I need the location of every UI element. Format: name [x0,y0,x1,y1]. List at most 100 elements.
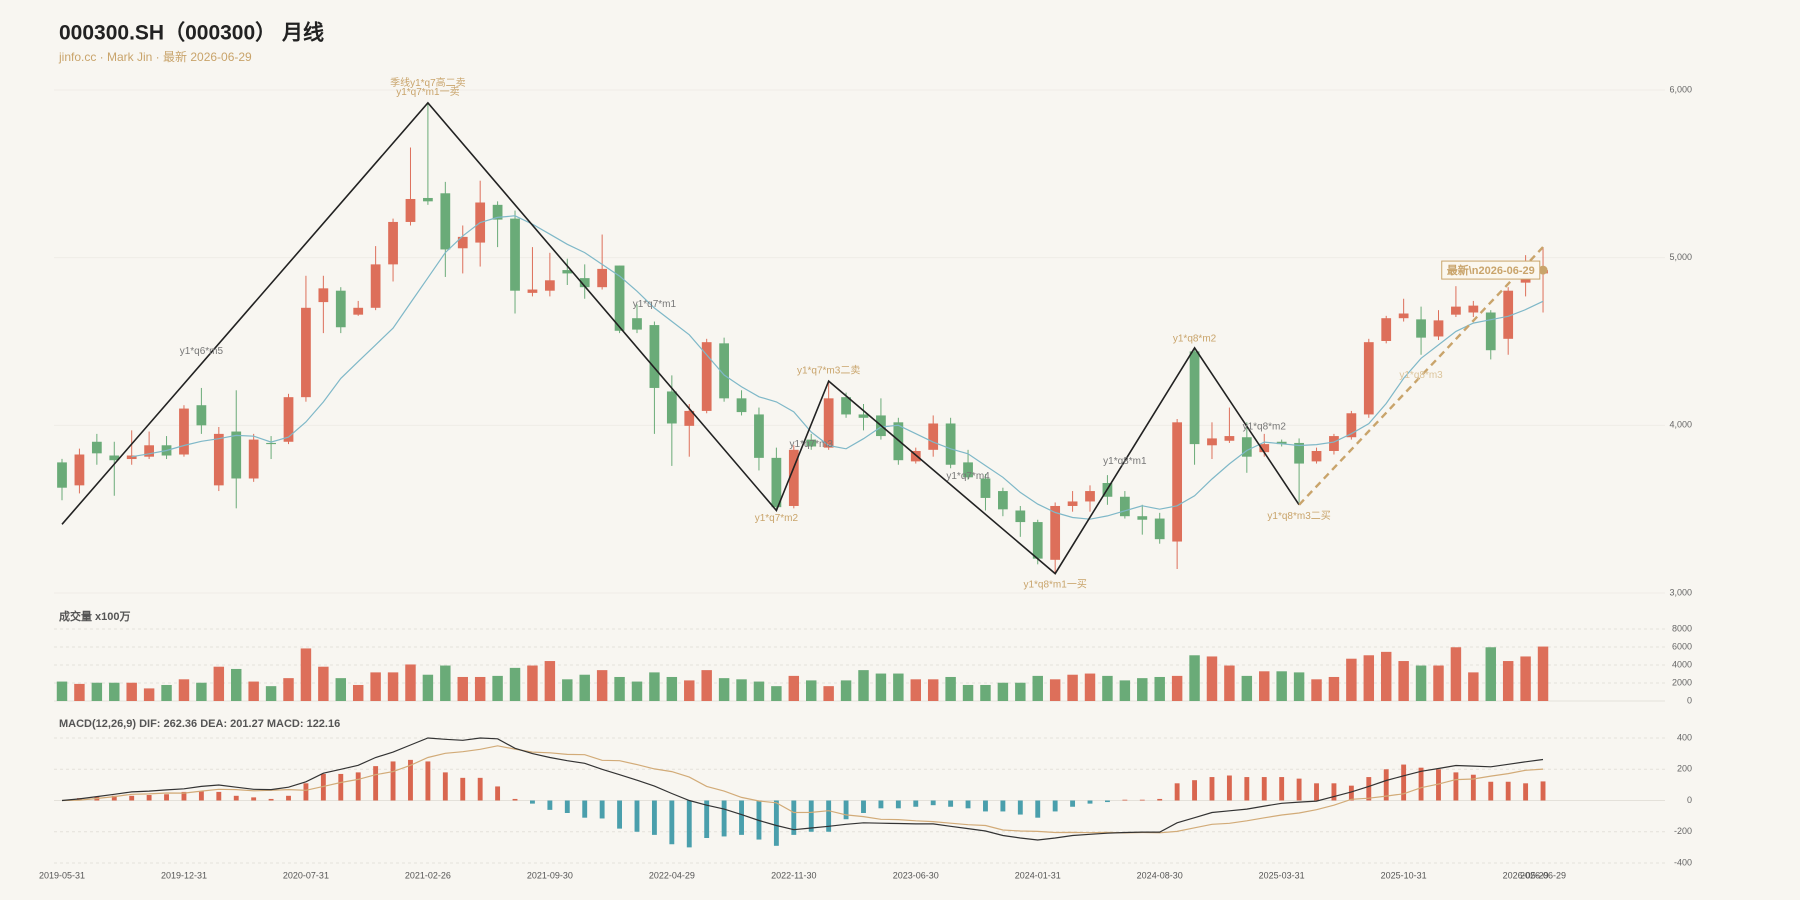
volume-bar [562,679,573,701]
candle-body [1172,422,1183,542]
volume-bar [1259,671,1270,701]
macd-bar [442,772,448,801]
macd-bar [843,800,849,820]
macd-bar [582,800,588,818]
macd-bar [373,766,379,801]
volume-bar [893,673,904,701]
candle-body [1433,320,1444,337]
x-tick-label: 2021-09-30 [527,870,573,880]
macd-bar [669,800,675,845]
macd-bar [564,800,570,813]
macd-bar [1366,777,1372,801]
macd-bar [1000,800,1006,812]
candle-body [527,289,538,293]
candle-body [370,264,381,308]
candle-body [858,414,869,418]
volume-bar [1015,682,1026,701]
annotation: 季线y1*q7高二卖 [390,76,466,89]
x-tick-label: 2026-06-29 [1520,870,1566,880]
candle-body [562,270,573,274]
candle-body [1032,522,1043,559]
volume-bar [1485,647,1496,701]
macd-bar [495,786,501,801]
volume-bar [927,679,939,701]
chart-subtitle: jinfo.cc · Mark Jin · 最新 2026-06-29 [58,49,252,64]
volume-bar [474,676,486,701]
macd-bar [1523,783,1529,801]
volume-bar [1032,675,1043,701]
macd-bar [1070,800,1076,807]
volume-bar [91,682,103,701]
candle-body [213,433,224,486]
volume-bar [1189,655,1200,701]
volume-bar [1398,661,1409,701]
candle-body [1259,444,1270,453]
x-tick-label: 2025-10-31 [1381,870,1427,880]
volume-bar [579,674,590,701]
volume-bar [684,680,695,701]
volume-bar [1468,672,1479,701]
macd-bar [198,791,204,801]
candle-body [91,441,102,454]
volume-bar [1049,679,1061,701]
macd-bar [617,800,623,829]
volume-bar [74,683,85,701]
y-tick-label: 400 [1677,732,1692,742]
macd-bar [1314,783,1319,801]
candle-body [301,307,311,398]
candle-body [388,221,398,265]
x-tick-label: 2023-06-30 [893,870,939,880]
volume-bar [858,670,869,701]
volume-bar [614,676,625,701]
macd-bar [1192,780,1197,801]
macd-bar [181,791,187,801]
macd-bar [1122,799,1128,801]
volume-bar [1067,674,1078,701]
candle-body [1189,351,1200,445]
y-tick-label: 0 [1687,695,1692,705]
zigzag-line [61,101,1300,575]
macd-bar [338,773,344,801]
macd-bar [704,800,710,838]
macd-bar [547,800,553,810]
macd-bar [948,800,954,807]
macd-bar [1383,769,1389,801]
annotation: y1*q8*m3 [1399,370,1443,381]
annotation: y1*q8*m3二买 [1267,510,1330,522]
volume-bar [718,678,730,701]
macd-bar [861,800,866,813]
volume-bar [143,688,155,701]
volume-bar [56,681,68,701]
annotation: y1*q7*m3 [790,439,834,450]
y-tick-label: 6,000 [1669,84,1692,94]
macd-bar [146,795,152,801]
annotation: y1*q8*m2 [1173,333,1217,344]
volume-bar [910,679,921,701]
candle-body [1381,318,1392,341]
candle-body [1085,491,1095,502]
candle-body [1224,436,1235,441]
volume-bar [126,682,137,701]
x-tick-label: 2019-12-31 [161,870,207,880]
latest-dot [1538,265,1548,275]
candle-body [266,442,276,445]
volume-bar [823,686,834,701]
macd-bar [1226,775,1232,801]
volume-bar [1537,646,1549,701]
volume-bar [1450,647,1462,701]
volume-bar [596,670,608,701]
y-tick-label: 6000 [1672,641,1692,651]
volume-bar [753,681,765,701]
candle-body [649,325,660,388]
y-tick-label: 3,000 [1669,587,1692,597]
candle-body [597,268,608,288]
macd-bar [129,795,135,801]
y-tick-label: 5,000 [1669,252,1692,262]
volume-bar [1502,661,1514,701]
candle-body [144,445,154,457]
macd-title: MACD(12,26,9) DIF: 262.36 DEA: 201.27 MA… [59,718,340,730]
volume-bar [1328,676,1340,701]
volume-bar [1276,671,1287,701]
